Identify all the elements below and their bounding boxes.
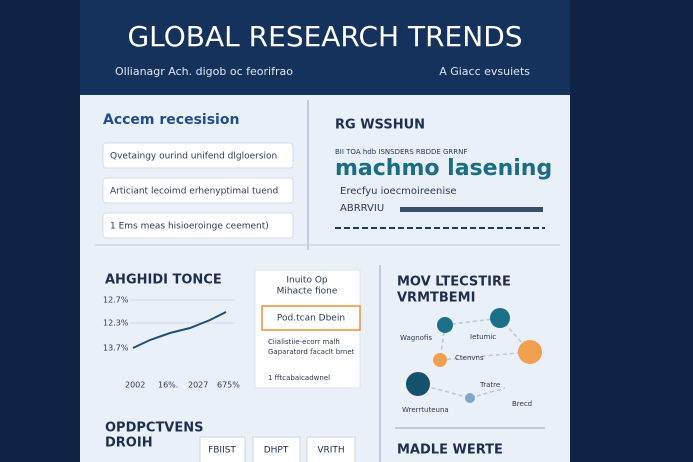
item-box (102, 177, 294, 204)
x-label: 2027 (188, 381, 208, 390)
y-label: 13.7% (103, 344, 129, 353)
node (465, 393, 475, 403)
node (490, 308, 510, 328)
node-label: Wrerrtuteuna (402, 406, 449, 414)
node-label: Tratre (479, 381, 500, 389)
section-heading: MOV LTECSTIRE (397, 275, 511, 290)
feature-line: ABRRVIU (340, 203, 384, 214)
section-heading: VRMTBEMI (397, 291, 475, 306)
feature-line: Erecfyu ioecmoireenise (340, 186, 457, 197)
bar (400, 207, 543, 212)
callout-note: Ciialistiie-ecorr malh (268, 338, 340, 346)
callout-note: 1 fftcabaicadwnel (268, 374, 330, 382)
subtitle: Ollianagr Ach. digob oc feorifrao (115, 65, 293, 78)
callout-button[interactable] (261, 305, 361, 331)
item-box (102, 142, 294, 169)
header-band (80, 0, 570, 95)
y-label: 12.7% (103, 296, 129, 305)
tagline: A Giacc evsuiets (439, 65, 530, 78)
node (406, 372, 430, 396)
item: Qvetaingy ourind unifend dlgloersion (110, 152, 277, 162)
section-heading: Accem recesision (103, 112, 239, 128)
meta: BII TOA hdb ISNSDERS RBDDE GRRNF (335, 148, 467, 156)
item: Articiant lecoimd erhenyptimal tuend (110, 187, 278, 197)
item-box (102, 212, 294, 239)
node-label: Brecd (512, 400, 532, 408)
trend-line (132, 311, 227, 349)
tab[interactable] (199, 436, 246, 462)
callout-title: Inuito Op (286, 276, 328, 286)
tab-label[interactable]: VRITH (317, 446, 344, 456)
node (433, 353, 447, 367)
y-label: 12.3% (103, 319, 129, 328)
section-heading: MADLE WERTE (397, 443, 503, 458)
node-label: Ctenvns (455, 354, 484, 362)
section-heading: DROIH (105, 436, 153, 451)
tab-label[interactable]: DHPT (264, 446, 289, 456)
x-label: 2002 (125, 381, 145, 390)
callout-button-label[interactable]: Pod.tcan Dbein (277, 314, 345, 324)
node-label: Wagnofis (400, 334, 432, 342)
section-heading: AHGHIDI TONCE (105, 273, 222, 288)
x-label: 675% (217, 381, 240, 390)
tab[interactable] (306, 436, 356, 462)
keyword: machmo lasening (335, 156, 552, 181)
node-label: Ietumic (470, 333, 496, 341)
section-heading: RG WSSHUN (335, 118, 425, 133)
node (518, 340, 542, 364)
tab-label[interactable]: FBIIST (208, 446, 236, 456)
callout-title: Mihacte fione (277, 287, 338, 297)
tab[interactable] (252, 436, 301, 462)
callout-note: Gaparatord facaclt brnet (268, 348, 355, 356)
title: GLOBAL RESEARCH TRENDS (127, 20, 522, 53)
x-label: 16%. (158, 381, 178, 390)
node (437, 317, 453, 333)
section-heading: OPDPCTVENS (105, 421, 204, 436)
item: 1 Ems meas hisioeroinge ceement) (110, 222, 269, 232)
